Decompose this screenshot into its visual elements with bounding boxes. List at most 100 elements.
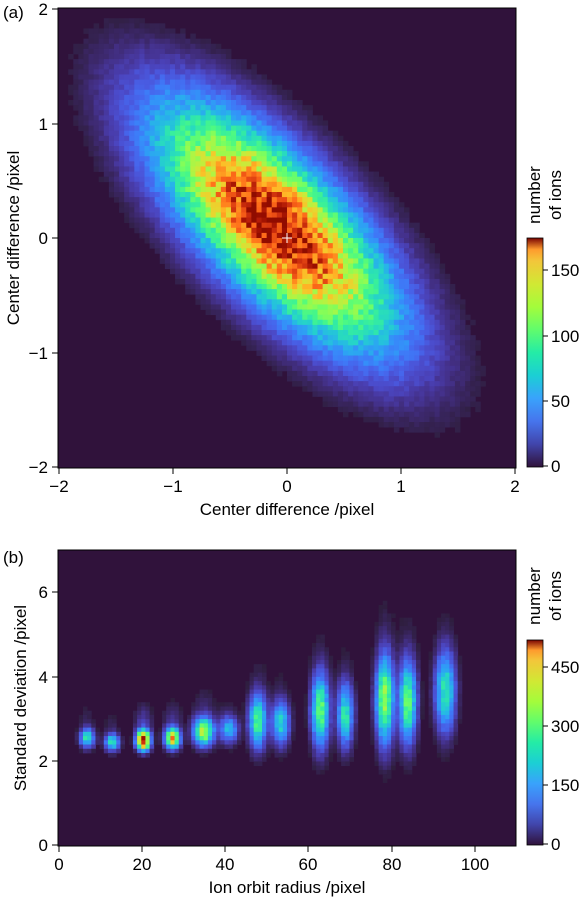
panel-a-bin (429, 289, 435, 295)
panel-a-bin (271, 284, 278, 290)
panel-b-bin (349, 681, 355, 686)
panel-a-bin (246, 309, 252, 316)
panel-a-bin (287, 335, 293, 341)
panel-a-bin (409, 289, 415, 295)
panel-b-bin (341, 736, 346, 741)
panel-a-bin (210, 258, 217, 264)
panel-a-bin (317, 212, 324, 218)
panel-a-bin (332, 232, 339, 239)
panel-a-bin (261, 130, 268, 137)
panel-a-bin (180, 278, 186, 285)
panel-a-bin (348, 284, 354, 290)
panel-a-bin (195, 186, 201, 193)
panel-a-bin (164, 161, 171, 167)
panel-b-bin (332, 719, 338, 724)
panel-a-bin (348, 253, 354, 259)
panel-a-bin (164, 248, 171, 254)
panel-a-bin (297, 263, 303, 270)
panel-a-bin (419, 376, 425, 382)
panel-a-bin (287, 330, 293, 336)
panel-a-bin (317, 120, 324, 126)
panel-a-bin (317, 391, 324, 397)
panel-b-bin (278, 731, 284, 737)
panel-a-bin (337, 217, 344, 224)
panel-a-bin (190, 79, 196, 86)
panel-a-bin (327, 238, 334, 244)
panel-b-bin (403, 731, 409, 737)
panel-b-bin (91, 748, 96, 754)
panel-b-bin (253, 714, 259, 720)
panel-a-bin (292, 258, 298, 264)
panel-a-bin (78, 110, 84, 116)
panel-a-bin (312, 115, 318, 121)
panel-a-bin (383, 370, 390, 377)
panel-a-bin (332, 340, 339, 346)
panel-a-bin (134, 176, 140, 183)
panel-a-bin (93, 33, 100, 40)
panel-a-bin (246, 186, 252, 193)
panel-a-bin (439, 335, 446, 341)
panel-a-bin (200, 79, 206, 86)
panel-a-bin (236, 100, 242, 106)
panel-a-bin (419, 406, 425, 413)
panel-b-bin (241, 714, 246, 720)
panel-a-bin (302, 319, 308, 326)
panel-a-bin (312, 284, 318, 290)
panel-a-bin (271, 212, 278, 218)
panel-a-bin (454, 411, 461, 418)
panel-a-bin (383, 197, 390, 203)
panel-a-bin (205, 217, 212, 224)
panel-a-bin (98, 38, 105, 45)
panel-a-bin (383, 401, 390, 408)
panel-b-bin (132, 714, 138, 720)
panel-a-bin (398, 360, 405, 367)
panel-b-bin (270, 748, 275, 754)
panel-a-bin (322, 330, 329, 336)
panel-a-bin (231, 243, 237, 249)
panel-a-bin (236, 140, 242, 147)
panel-a-bin (266, 335, 273, 341)
panel-b-bin (416, 723, 421, 728)
panel-a-bin (465, 396, 471, 402)
panel-a-bin (281, 192, 288, 198)
panel-a-bin (368, 212, 374, 218)
panel-b-bin (199, 693, 205, 699)
panel-a-bin (261, 202, 268, 208)
panel-a-bin (287, 105, 293, 111)
panel-b-bin (87, 736, 92, 741)
panel-a-bin (78, 100, 84, 106)
panel-a-bin (332, 299, 339, 305)
panel-a-bin (149, 64, 156, 70)
panel-a-bin (144, 140, 150, 147)
panel-b-bin (374, 676, 379, 682)
panel-a-bin (159, 135, 166, 142)
panel-b-bin (266, 731, 271, 737)
panel-a-bin (210, 79, 217, 86)
panel-b-bin (257, 731, 263, 737)
panel-a-bin (378, 396, 385, 402)
panel-a-bin (302, 243, 308, 249)
panel-b-bin (257, 698, 263, 703)
panel-a-bin (236, 181, 242, 188)
panel-a-bin (251, 227, 257, 234)
panel-a-ytick-label: −1 (29, 344, 48, 363)
panel-a-bin (281, 243, 288, 249)
panel-a-bin (256, 232, 262, 239)
panel-b-bin (262, 727, 267, 733)
panel-b-bin (241, 710, 246, 716)
panel-a-bin (429, 396, 435, 402)
panel-a-bin (383, 207, 390, 213)
panel-b-bin (324, 676, 330, 682)
panel-a-bin (444, 299, 451, 305)
panel-a-bin (220, 171, 227, 178)
panel-a-bin (164, 166, 171, 172)
panel-b-bin (336, 710, 342, 716)
panel-a-bin (144, 135, 150, 142)
panel-b-bin (411, 664, 417, 669)
panel-a-bin (175, 207, 181, 213)
panel-a-bin (159, 43, 166, 50)
panel-b-bin (220, 727, 225, 733)
panel-a-bin (154, 100, 161, 106)
panel-b-bin (153, 731, 159, 737)
panel-a-bin (388, 370, 395, 377)
